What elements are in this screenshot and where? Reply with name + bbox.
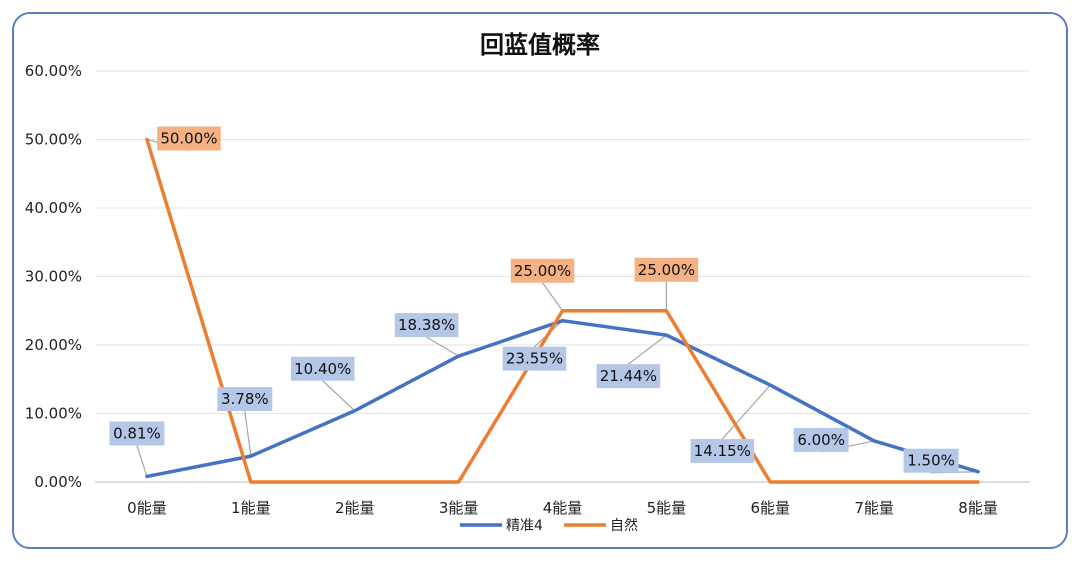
y-tick-label: 50.00% xyxy=(25,131,82,149)
series-line-1 xyxy=(145,318,980,479)
data-label-box xyxy=(394,313,459,338)
data-label-box xyxy=(157,126,221,151)
data-label: 0.81% xyxy=(113,424,161,442)
data-label-box xyxy=(217,387,273,412)
series-line-2 xyxy=(145,137,980,484)
y-tick-label: 0.00% xyxy=(34,473,82,491)
data-label-box xyxy=(903,448,959,473)
x-tick-label: 2能量 xyxy=(335,499,375,517)
data-label: 18.38% xyxy=(398,316,455,334)
data-label: 25.00% xyxy=(514,262,571,280)
legend-label-2: 自然 xyxy=(610,517,638,534)
data-label-box xyxy=(634,257,699,282)
data-label-box xyxy=(596,364,661,389)
data-label: 10.40% xyxy=(294,360,351,378)
data-label: 50.00% xyxy=(160,130,217,148)
y-tick-label: 10.00% xyxy=(25,405,82,423)
label-leader-line xyxy=(721,384,771,440)
label-leader-line xyxy=(244,411,252,457)
chart-title: 回蓝值概率 xyxy=(480,31,600,59)
data-label: 1.50% xyxy=(907,452,955,470)
y-tick-label: 20.00% xyxy=(25,336,82,354)
data-label-box xyxy=(290,356,355,381)
x-tick-label: 5能量 xyxy=(647,499,687,517)
x-tick-label: 0能量 xyxy=(127,499,167,517)
x-tick-label: 7能量 xyxy=(854,499,894,517)
x-tick-label: 3能量 xyxy=(439,499,479,517)
label-leader-line xyxy=(426,336,459,357)
data-label: 3.78% xyxy=(221,390,269,408)
data-label-box xyxy=(109,421,165,446)
data-label: 6.00% xyxy=(797,431,845,449)
y-tick-label: 40.00% xyxy=(25,199,82,217)
x-tick-label: 6能量 xyxy=(751,499,791,517)
label-leader-line xyxy=(136,445,148,477)
data-label: 14.15% xyxy=(694,442,751,460)
data-label-box xyxy=(793,427,849,452)
data-label: 21.44% xyxy=(600,367,657,385)
data-label-box xyxy=(510,258,575,283)
x-tick-label: 8能量 xyxy=(958,499,998,517)
label-leader-line xyxy=(542,282,563,312)
x-tick-label: 1能量 xyxy=(231,499,271,517)
x-tick-label: 4能量 xyxy=(543,499,583,517)
legend-label-1: 精准4 xyxy=(506,518,543,534)
data-label-box xyxy=(690,439,755,464)
data-label: 25.00% xyxy=(638,261,695,279)
data-label: 23.55% xyxy=(506,350,563,368)
label-leader-line xyxy=(322,380,356,412)
y-tick-label: 60.00% xyxy=(25,62,82,80)
data-label-box xyxy=(502,346,567,371)
y-tick-label: 30.00% xyxy=(25,268,82,286)
label-leader-line xyxy=(628,334,667,365)
